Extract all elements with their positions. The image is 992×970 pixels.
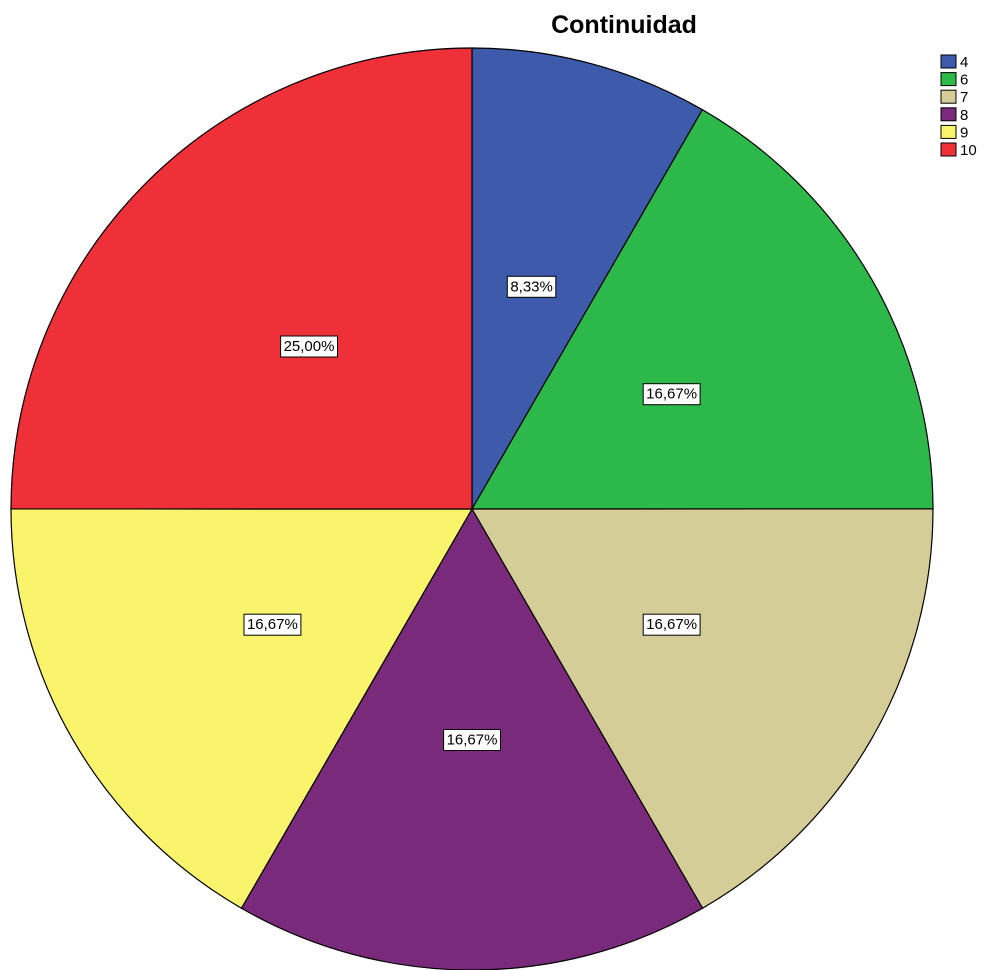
legend-label: 10	[960, 142, 977, 159]
slice-label-text: 16,67%	[646, 616, 697, 633]
slice-label-text: 16,67%	[447, 732, 498, 749]
slice-label-4: 8,33%	[506, 275, 557, 298]
legend-item-9: 9	[940, 124, 968, 141]
legend-swatch	[940, 54, 957, 69]
slice-label-box	[243, 613, 302, 636]
slice-label-text: 8,33%	[510, 278, 553, 295]
slice-label-7: 16,67%	[642, 613, 701, 636]
slice-label-text: 25,00%	[284, 338, 335, 355]
legend-item-10: 10	[940, 142, 977, 159]
legend-swatch	[940, 124, 957, 139]
pie-slice-6	[470, 108, 934, 510]
legend-swatch	[940, 142, 957, 157]
pie-slice-7	[470, 508, 934, 910]
legend-swatch	[940, 89, 957, 104]
slice-label-8: 16,67%	[443, 729, 502, 751]
slice-label-box	[280, 335, 339, 358]
pie-slice-10	[10, 47, 473, 510]
slice-labels: 8,33% 16,67% 16,67% 16,67% 16,67% 25,00%	[243, 275, 701, 751]
slice-label-text: 16,67%	[646, 386, 697, 403]
legend-swatch	[940, 107, 957, 122]
slice-label-box	[642, 613, 701, 636]
slice-label-box	[443, 729, 502, 751]
legend-item-8: 8	[940, 107, 968, 124]
legend-label: 9	[960, 124, 968, 141]
legend-label: 8	[960, 107, 968, 124]
slice-label-6: 16,67%	[642, 383, 701, 406]
slice-label-10: 25,00%	[280, 335, 339, 358]
legend-label: 6	[960, 72, 968, 89]
pie-slice-4	[471, 47, 704, 512]
legend-label: 7	[960, 89, 968, 106]
legend-item-6: 6	[940, 72, 968, 89]
legend-label: 4	[960, 54, 968, 71]
pie-slices	[10, 47, 934, 970]
chart-title: Continuidad	[551, 11, 697, 39]
legend-swatch	[940, 72, 957, 87]
slice-label-box	[506, 275, 557, 298]
slice-label-9: 16,67%	[243, 613, 302, 636]
pie-slice-9	[10, 508, 474, 910]
legend-item-7: 7	[940, 89, 968, 106]
slice-label-text: 16,67%	[247, 616, 298, 633]
slice-label-box	[642, 383, 701, 406]
legend-item-4: 4	[940, 54, 968, 71]
